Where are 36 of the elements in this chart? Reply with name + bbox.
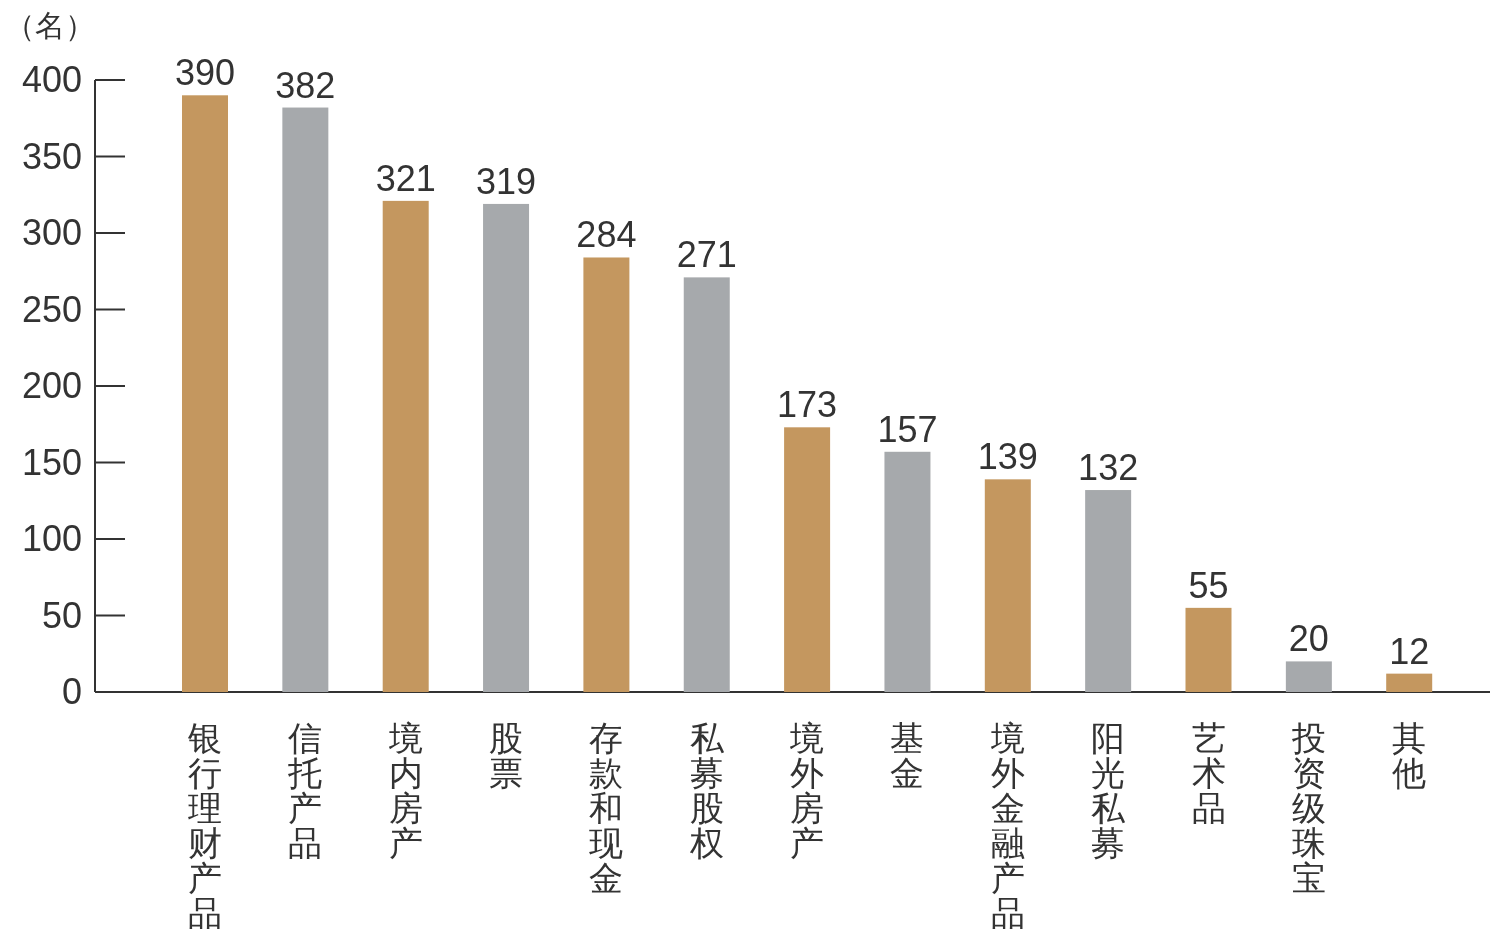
x-tick-label: 其他 <box>1392 719 1427 792</box>
data-label: 132 <box>1078 447 1139 489</box>
data-label: 284 <box>576 214 637 256</box>
y-tick-label: 150 <box>21 441 82 483</box>
x-tick-label: 境内房产 <box>387 719 423 862</box>
x-tick-label: 阳光私募 <box>1091 719 1127 862</box>
x-tick-label: 境外金融产品 <box>989 719 1025 932</box>
x-tick-label: 投资级珠宝 <box>1290 719 1326 897</box>
data-label: 382 <box>275 64 336 106</box>
x-tick-label: 境外房产 <box>789 719 825 862</box>
y-tick-label: 400 <box>21 59 82 100</box>
data-label: 271 <box>676 234 737 276</box>
y-tick-label: 100 <box>21 518 82 559</box>
x-tick-label: 私募股权 <box>688 719 725 862</box>
data-label: 173 <box>777 384 838 426</box>
y-tick-label: 300 <box>21 212 82 253</box>
data-label: 157 <box>877 408 938 450</box>
data-label: 139 <box>977 436 1038 478</box>
data-label: 390 <box>174 52 236 94</box>
data-label: 12 <box>1389 630 1430 672</box>
x-tick-label: 基金 <box>890 719 925 792</box>
x-tick-label: 存款和现金 <box>589 719 624 897</box>
y-tick-label: 200 <box>21 365 82 406</box>
data-label: 55 <box>1188 564 1229 606</box>
y-tick-label: 50 <box>41 594 82 636</box>
y-tick-label: 350 <box>21 135 82 177</box>
x-tick-label: 股票 <box>489 719 524 792</box>
y-tick-label: 250 <box>21 288 82 330</box>
x-tick-label: 信托产品 <box>287 719 323 862</box>
data-label: 321 <box>375 157 436 199</box>
y-axis-title: （名） <box>5 9 95 42</box>
data-label: 319 <box>476 160 537 202</box>
x-tick-label: 艺术品 <box>1191 719 1226 827</box>
x-tick-label: 银行理财产品 <box>187 719 222 932</box>
y-tick-label: 0 <box>61 671 82 712</box>
data-label: 20 <box>1288 618 1329 660</box>
